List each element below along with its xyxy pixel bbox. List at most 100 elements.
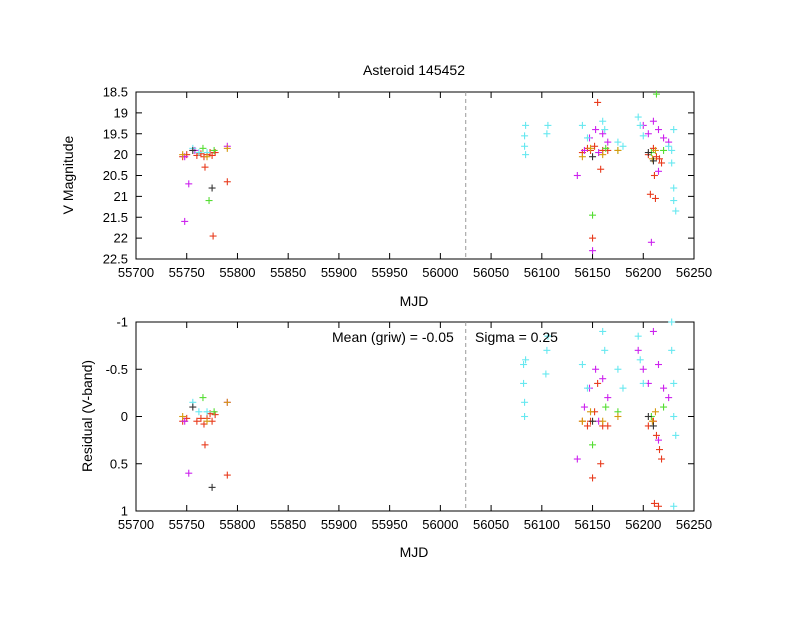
residual-y-axis: -1 -0.5 0 0.5 1 [106, 315, 694, 519]
magnitude-y-tick-label: 22 [114, 231, 128, 246]
residual-data-point [651, 408, 659, 416]
residual-data-point [592, 365, 600, 373]
residual-data-point [604, 422, 612, 430]
residual-data-point [652, 431, 660, 439]
residual-x-tick-label: 56050 [473, 517, 509, 532]
residual-y-axis-label: Residual (V-band) [79, 360, 95, 472]
magnitude-x-axis-label: MJD [400, 293, 429, 309]
residual-y-tick-label: 0 [121, 409, 128, 424]
magnitude-x-tick-label: 55700 [118, 265, 154, 280]
residual-data-point [648, 417, 656, 425]
magnitude-x-tick-label: 55850 [270, 265, 306, 280]
magnitude-data-point [587, 144, 595, 152]
residual-data-point [639, 365, 647, 373]
magnitude-data-point [646, 190, 654, 198]
magnitude-data-point [594, 98, 602, 106]
residual-data-point [542, 370, 550, 378]
magnitude-data-point [644, 149, 652, 157]
magnitude-data-point [636, 121, 644, 129]
residual-data-point [199, 394, 207, 402]
magnitude-x-tick-label: 55750 [169, 265, 205, 280]
magnitude-data-point [660, 134, 668, 142]
residual-data-point [654, 436, 662, 444]
magnitude-data-point [599, 151, 607, 159]
magnitude-x-tick-label: 56150 [574, 265, 610, 280]
magnitude-y-axis-label: V Magnitude [60, 135, 76, 214]
residual-x-tick-label: 56200 [625, 517, 661, 532]
magnitude-x-tick-label: 55800 [219, 265, 255, 280]
magnitude-y-tick-label: 21 [114, 189, 128, 204]
residual-data-point [658, 455, 666, 463]
magnitude-data-point [604, 138, 612, 146]
magnitude-data-point [602, 144, 610, 152]
residual-data-point [649, 327, 657, 335]
residual-data-point [208, 483, 216, 491]
residual-data-point [668, 318, 676, 326]
magnitude-x-axis: 55700 55750 55800 55850 55900 55950 56000 56050… [118, 92, 712, 280]
magnitude-data-point [619, 142, 627, 150]
magnitude-data-point [665, 142, 673, 150]
magnitude-data-point [199, 144, 207, 152]
residual-y-tick-label: -0.5 [106, 362, 128, 377]
magnitude-data-point [599, 130, 607, 138]
magnitude-data-points [179, 90, 680, 255]
residual-x-tick-label: 55700 [118, 517, 154, 532]
residual-data-point [656, 446, 664, 454]
magnitude-data-point [589, 211, 597, 219]
magnitude-panel: Asteroid 145452 55700 55750 55800 55850 5590… [60, 62, 712, 309]
magnitude-data-point [544, 121, 552, 129]
magnitude-x-tick-label: 56100 [524, 265, 560, 280]
magnitude-data-point [599, 117, 607, 125]
magnitude-y-tick-label: 18.5 [103, 85, 128, 100]
residual-data-point [223, 471, 231, 479]
magnitude-data-point [654, 126, 662, 134]
residual-x-tick-label: 56000 [422, 517, 458, 532]
residual-data-point [660, 384, 668, 392]
residual-data-point [195, 408, 203, 416]
residual-data-point [599, 417, 607, 425]
magnitude-data-point [583, 134, 591, 142]
residual-x-axis-label: MJD [400, 544, 429, 560]
residual-data-point [589, 417, 597, 425]
magnitude-data-point [203, 153, 211, 161]
residual-data-point [589, 441, 597, 449]
magnitude-data-point [209, 232, 217, 240]
residual-data-point [597, 460, 605, 468]
magnitude-data-point [670, 197, 678, 205]
magnitude-data-point [573, 172, 581, 179]
residual-y-tick-label: -1 [116, 315, 128, 330]
residual-data-point [520, 361, 528, 369]
magnitude-data-point [668, 146, 676, 154]
magnitude-y-tick-label: 22.5 [103, 252, 128, 267]
residual-data-point [521, 398, 529, 406]
magnitude-data-point [208, 151, 216, 159]
residual-data-point [614, 413, 622, 420]
magnitude-data-point [639, 132, 647, 140]
magnitude-data-point [201, 163, 209, 171]
residual-x-tick-label: 55950 [372, 517, 408, 532]
magnitude-data-point [578, 153, 586, 161]
residual-data-point [193, 417, 201, 425]
residual-data-point [672, 431, 680, 439]
residual-x-tick-label: 56150 [574, 517, 610, 532]
chart-title: Asteroid 145452 [363, 62, 465, 78]
magnitude-y-tick-label: 20.5 [103, 168, 128, 183]
magnitude-data-point [589, 153, 597, 161]
sigma-annotation: Sigma = 0.25 [475, 329, 558, 345]
residual-data-point [594, 379, 602, 387]
residual-data-point [203, 408, 211, 416]
residual-y-tick-label: 1 [121, 504, 128, 519]
magnitude-data-point [591, 142, 599, 150]
magnitude-data-point [595, 149, 603, 157]
magnitude-x-tick-label: 56050 [473, 265, 509, 280]
residual-data-point [639, 379, 647, 387]
magnitude-x-tick-label: 55950 [372, 265, 408, 280]
magnitude-data-point [652, 90, 660, 98]
residual-data-point [644, 413, 652, 420]
residual-data-point [634, 346, 642, 354]
magnitude-data-point [670, 184, 678, 192]
magnitude-data-point [208, 184, 216, 192]
magnitude-x-tick-label: 56000 [422, 265, 458, 280]
magnitude-data-point [597, 165, 605, 173]
